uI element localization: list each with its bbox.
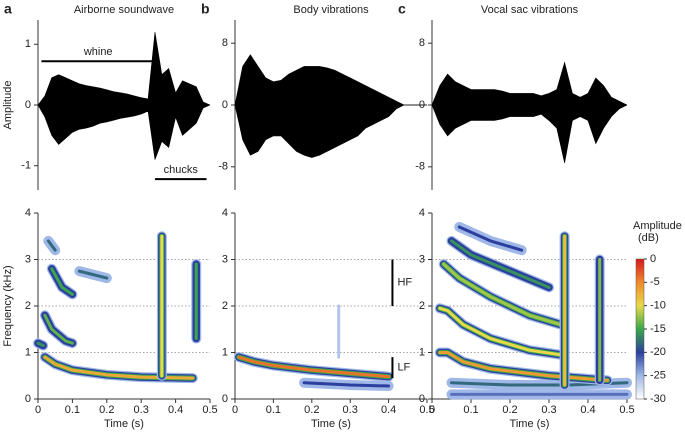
track [46,239,57,252]
track [43,313,74,345]
y-tick-label: 0 [222,393,228,405]
y-tick-label: 2 [25,300,31,312]
colorbar-tick-label: -5 [650,276,660,288]
track [438,306,563,357]
colorbar-tick-label: -20 [650,346,666,358]
y-tick-label: 0 [419,99,425,111]
x-tick-label: 0.5 [419,404,434,416]
colorbar-tick-label: 0 [650,253,656,265]
x-tick-label: 0.3 [541,404,556,416]
panel-title: Body vibrations [293,4,369,16]
x-tick-label: 0.4 [168,404,183,416]
panel-title: Airborne soundwave [74,4,174,16]
waveform-upper [431,61,628,106]
track [457,225,524,252]
x-axis-label: Time (s) [311,418,351,430]
x-tick-label: 0 [35,404,41,416]
annotation-label: chucks [164,164,199,176]
track [237,355,391,379]
x-tick-label: 0.2 [99,404,114,416]
y-tick-label: 3 [222,253,228,265]
y-tick-label: -8 [415,161,425,173]
waveform-upper [234,54,427,106]
y-tick-label: 1 [222,346,228,358]
x-tick-label: 0.1 [65,404,80,416]
x-tick-label: 0.4 [580,404,595,416]
y-tick-label: 1 [25,346,31,358]
y-tick-label: 4 [25,207,31,219]
waveform-upper [37,32,211,106]
y-tick-label: 3 [25,253,31,265]
track [77,269,109,280]
x-tick-label: 0.1 [266,404,281,416]
track [450,239,551,289]
x-tick-label: 0.5 [619,404,634,416]
x-tick-label: 0 [232,404,238,416]
y-tick-label: 1 [25,38,31,50]
waveform-lower [431,104,628,164]
x-axis-label: Time (s) [510,418,550,430]
panel-letter: c [398,1,406,17]
y-tick-label: 8 [222,37,228,49]
y-tick-label: 2 [222,300,228,312]
colorbar [635,258,645,400]
x-tick-label: 0.3 [134,404,149,416]
y-axis-label: Amplitude [2,81,14,130]
y-tick-label: 3 [419,253,425,265]
x-tick-label: 0.3 [343,404,358,416]
x-tick-label: 0.4 [381,404,396,416]
x-axis-label: Time (s) [104,418,144,430]
x-tick-label: 0.1 [463,404,478,416]
y-tick-label: 0 [419,393,425,405]
y-tick-label: -1 [21,160,31,172]
track [442,262,563,327]
y-tick-label: 0 [25,99,31,111]
panel-title: Vocal sac vibrations [481,4,579,16]
y-tick-label: -8 [218,161,228,173]
band-label: LF [397,362,410,374]
annotation-label: whine [83,46,113,58]
waveform-lower [234,104,427,158]
x-tick-label: 0.2 [502,404,517,416]
track [43,355,195,380]
track [302,381,391,388]
y-tick-label: 1 [419,346,425,358]
y-axis-label: Frequency (kHz) [2,265,14,346]
track [50,267,74,296]
y-tick-label: 8 [419,37,425,49]
colorbar-label: (dB) [638,232,659,244]
y-tick-label: 2 [419,300,425,312]
x-tick-label: 0.2 [304,404,319,416]
y-tick-label: 4 [222,207,228,219]
panel-letter: b [201,1,210,17]
track [36,341,45,348]
y-tick-label: 0 [25,393,31,405]
colorbar-tick-label: -10 [650,300,666,312]
waveform-lower [37,104,211,160]
colorbar-label: Amplitude [633,220,682,232]
y-tick-label: 0 [222,99,228,111]
track [438,351,609,382]
colorbar-tick-label: -30 [650,393,666,405]
band-label: HF [397,277,412,289]
x-tick-label: 0 [429,404,435,416]
colorbar-tick-label: -25 [650,370,666,382]
colorbar-tick-label: -15 [650,323,666,335]
y-tick-label: 4 [419,207,425,219]
x-tick-label: 0.5 [202,404,217,416]
panel-letter: a [4,1,12,17]
